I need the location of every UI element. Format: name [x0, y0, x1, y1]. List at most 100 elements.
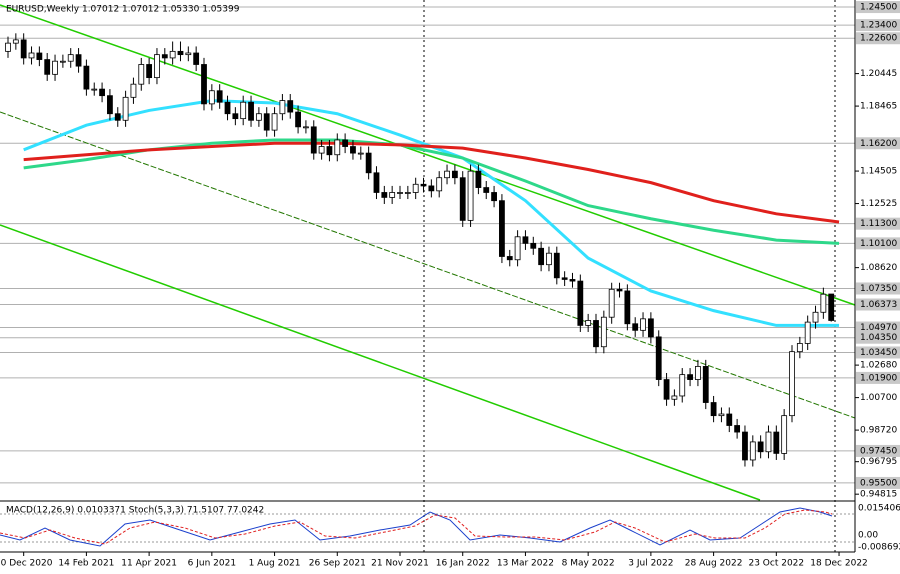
candle-body — [640, 318, 646, 331]
candle-body — [444, 170, 450, 179]
candle-body — [107, 95, 113, 115]
candle-body — [804, 321, 811, 344]
candle-body — [91, 88, 98, 91]
candle-body — [326, 146, 333, 156]
candle-body — [734, 425, 741, 433]
candle-body — [663, 379, 670, 400]
candle-body — [83, 65, 90, 90]
candle-body — [412, 183, 419, 193]
candle-body — [624, 290, 631, 325]
candle-body — [161, 54, 168, 59]
indicator-title: MACD(12,26,9) 0.0103371 Stoch(5,3,3) 71.… — [6, 506, 264, 516]
level-label-box — [856, 298, 900, 311]
candle-body — [820, 293, 827, 313]
candle-body — [436, 177, 443, 192]
candle-body — [475, 170, 482, 188]
candle-body — [12, 39, 19, 44]
candle-body — [381, 192, 388, 198]
y-tick-label: 1.02680 — [860, 361, 897, 371]
trend-line — [0, 224, 761, 501]
candle-body — [742, 431, 748, 461]
level-label: 0.95500 — [860, 478, 897, 488]
level-label-box — [856, 346, 900, 359]
candle-body — [428, 185, 435, 192]
candles — [5, 33, 835, 467]
candle-body — [397, 192, 403, 194]
candle-body — [224, 101, 231, 115]
candle-body — [459, 177, 466, 221]
x-tick-label: 20 Dec 2020 — [0, 559, 53, 569]
candle-body — [538, 247, 545, 266]
y-tick-label: 0.96795 — [860, 457, 897, 467]
level-label: 1.04970 — [860, 323, 897, 333]
level-label: 1.07350 — [860, 284, 897, 294]
candle-body — [561, 277, 568, 280]
y-tick-label: 1.12525 — [860, 199, 897, 209]
candle-body — [154, 54, 160, 79]
x-tick-label: 6 Jun 2021 — [188, 559, 236, 569]
candle-body — [177, 50, 184, 56]
candle-body — [44, 59, 51, 75]
level-label: 1.24500 — [860, 3, 897, 13]
level-label-box — [856, 371, 900, 384]
candle-body — [350, 146, 356, 154]
candle-body — [36, 52, 43, 60]
candle-body — [342, 139, 349, 147]
level-label-box — [856, 32, 900, 45]
candle-body — [812, 311, 819, 323]
indicator-axis-label: 0.0154064 — [858, 504, 900, 514]
candle-body — [632, 323, 639, 331]
candle-body — [232, 113, 239, 120]
candle-body — [271, 113, 278, 131]
candle-body — [687, 374, 693, 380]
level-label-box — [856, 19, 900, 32]
level-label: 1.11300 — [860, 219, 897, 229]
level-label-box — [856, 137, 900, 150]
level-label: 1.22600 — [860, 34, 897, 44]
candle-body — [146, 64, 153, 79]
x-tick-label: 1 Aug 2021 — [249, 559, 301, 569]
level-label-box — [856, 331, 900, 344]
x-tick-label: 3 Jul 2022 — [628, 559, 673, 569]
level-label-box — [856, 444, 900, 457]
candle-body — [483, 187, 490, 193]
candle-body — [710, 402, 717, 417]
candle-body — [655, 336, 662, 380]
candle-body — [365, 152, 372, 174]
moving-averages — [23, 99, 840, 327]
candle-body — [255, 113, 262, 121]
y-tick-label: 1.14505 — [860, 167, 897, 177]
candle-body — [569, 279, 576, 282]
candle-body — [216, 90, 223, 103]
candle-body — [506, 256, 513, 261]
candle-body — [357, 152, 364, 155]
level-label: 1.01900 — [860, 373, 897, 383]
y-tick-label: 1.18465 — [860, 102, 897, 112]
candle-body — [608, 288, 615, 318]
candle-body — [310, 126, 317, 154]
candle-body — [130, 83, 137, 98]
level-label-box — [856, 476, 900, 489]
candle-body — [679, 374, 686, 397]
candle-body — [99, 88, 105, 97]
candle-body — [647, 318, 654, 338]
candle-body — [5, 42, 11, 52]
x-tick-label: 26 Sep 2021 — [309, 559, 366, 569]
stoch-signal — [0, 509, 833, 545]
candle-body — [749, 441, 756, 461]
candle-body — [616, 288, 623, 292]
level-label-box — [856, 282, 900, 295]
trend-line — [0, 111, 856, 419]
level-label-box — [856, 217, 900, 230]
candle-body — [208, 90, 215, 105]
candle-body — [530, 242, 537, 249]
candle-body — [240, 101, 247, 120]
level-label-box — [856, 237, 900, 250]
x-tick-label: 8 May 2022 — [562, 559, 615, 569]
candle-body — [28, 52, 35, 59]
candle-body — [553, 252, 560, 279]
y-tick-label: 1.20445 — [860, 69, 897, 79]
